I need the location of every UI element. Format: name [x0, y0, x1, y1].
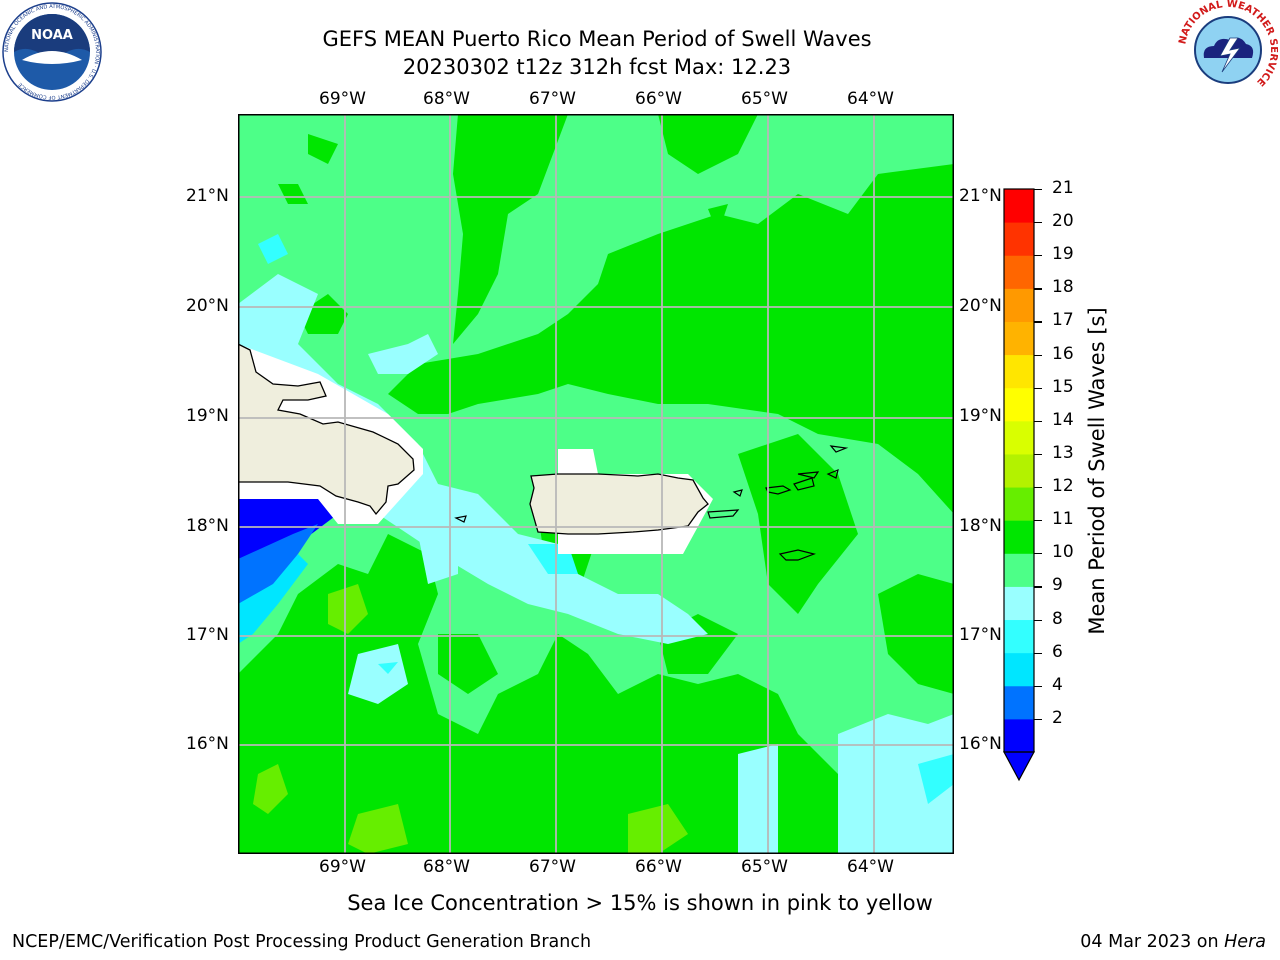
colorbar-segment — [1004, 553, 1034, 587]
colorbar-tick-mark — [1034, 652, 1042, 654]
colorbar-segment — [1004, 652, 1034, 687]
lon-tick-top: 68°W — [423, 89, 470, 109]
lon-tick-bottom: 66°W — [635, 857, 682, 877]
colorbar-label: Mean Period of Swell Waves [s] — [1085, 307, 1109, 635]
lat-tick-left: 17°N — [186, 625, 229, 645]
chart-subtitle: 20230302 t12z 312h fcst Max: 12.23 — [402, 55, 792, 79]
colorbar-tick-label: 10 — [1052, 542, 1074, 563]
colorbar-tick-label: 13 — [1052, 442, 1074, 463]
footer-date: 04 Mar 2023 on — [1080, 932, 1225, 952]
lat-tick-right: 16°N — [959, 734, 1002, 754]
lon-tick-bottom: 65°W — [741, 857, 788, 877]
lat-tick-left: 18°N — [186, 516, 229, 536]
colorbar-tick-label: 19 — [1052, 244, 1074, 265]
colorbar-tick-label: 20 — [1052, 211, 1074, 232]
colorbar-segment — [1004, 288, 1034, 322]
colorbar-segments — [1004, 189, 1034, 753]
colorbar-tick-label: 8 — [1052, 608, 1063, 629]
colorbar-tick-label: 12 — [1052, 476, 1074, 497]
lat-tick-right: 18°N — [959, 516, 1002, 536]
sea-ice-note: Sea Ice Concentration > 15% is shown in … — [347, 891, 933, 915]
nws-logo: NATIONAL WEATHER SERVICE — [1177, 0, 1279, 100]
colorbar-frame — [1003, 188, 1035, 753]
colorbar-segment — [1004, 321, 1034, 356]
colorbar-segment — [1004, 619, 1034, 654]
colorbar-tick-mark — [1034, 520, 1042, 522]
lat-tick-right: 20°N — [959, 296, 1002, 316]
colorbar-extend-triangle — [1002, 751, 1036, 782]
colorbar-tick-mark — [1034, 354, 1042, 356]
lon-tick-bottom: 64°W — [847, 857, 894, 877]
colorbar-tick-label: 2 — [1052, 707, 1063, 728]
colorbar-tick-mark — [1034, 387, 1042, 389]
colorbar-tick-mark — [1034, 321, 1042, 323]
colorbar-segment — [1004, 354, 1034, 389]
colorbar-tick-label: 15 — [1052, 376, 1074, 397]
colorbar-tick-mark — [1034, 420, 1042, 422]
colorbar-tick-mark — [1034, 255, 1042, 257]
colorbar-tick-mark — [1034, 685, 1042, 687]
colorbar-tick-mark — [1034, 718, 1042, 721]
footer-left: NCEP/EMC/Verification Post Processing Pr… — [12, 932, 592, 952]
colorbar-tick-mark — [1034, 288, 1042, 290]
lon-tick-top: 66°W — [635, 89, 682, 109]
lat-tick-right: 17°N — [959, 625, 1002, 645]
puerto-rico — [529, 473, 709, 535]
colorbar-segment — [1004, 255, 1034, 289]
colorbar-tick-mark — [1034, 553, 1042, 555]
colorbar-tick-mark — [1034, 453, 1042, 456]
lon-tick-top: 69°W — [319, 89, 366, 109]
lon-tick-bottom: 67°W — [529, 857, 576, 877]
colorbar-tick-mark — [1034, 189, 1042, 191]
colorbar-tick-label: 18 — [1052, 277, 1074, 298]
colorbar-segment — [1004, 420, 1034, 455]
colorbar-segment — [1004, 222, 1034, 256]
contour-11-12 — [253, 584, 688, 854]
colorbar-segment — [1004, 387, 1034, 422]
colorbar-tick-mark — [1034, 619, 1042, 621]
colorbar-tick-label: 9 — [1052, 575, 1063, 596]
colorbar — [1002, 188, 1036, 782]
lat-tick-right: 19°N — [959, 406, 1002, 426]
contour-low-period — [238, 499, 343, 644]
colorbar-segment — [1004, 685, 1034, 720]
graticule — [238, 114, 954, 854]
colorbar-tick-mark — [1034, 586, 1042, 588]
noaa-logo-text: NOAA — [31, 28, 73, 43]
colorbar-tick-label: 11 — [1052, 509, 1074, 530]
lon-tick-top: 65°W — [741, 89, 788, 109]
colorbar-tick-label: 4 — [1052, 674, 1063, 695]
colorbar-segment — [1004, 520, 1034, 554]
colorbar-tick-label: 6 — [1052, 641, 1063, 662]
footer-right: 04 Mar 2023 on Hera — [1080, 932, 1266, 952]
colorbar-segment — [1004, 487, 1034, 521]
map-frame — [238, 114, 954, 854]
colorbar-segment — [1004, 586, 1034, 621]
lon-tick-bottom: 68°W — [423, 857, 470, 877]
lon-tick-top: 64°W — [847, 89, 894, 109]
colorbar-segment — [1004, 189, 1034, 223]
lon-tick-top: 67°W — [529, 89, 576, 109]
noaa-logo: NATIONAL OCEANIC AND ATMOSPHERIC ADMINIS… — [2, 2, 102, 102]
hispaniola — [238, 343, 415, 516]
lat-tick-left: 16°N — [186, 734, 229, 754]
chart-title: GEFS MEAN Puerto Rico Mean Period of Swe… — [322, 27, 872, 51]
swell-period-map — [238, 114, 954, 854]
colorbar-segment — [1004, 718, 1034, 753]
colorbar-tick-label: 21 — [1052, 178, 1074, 198]
colorbar-tick-label: 17 — [1052, 310, 1074, 331]
colorbar-tick-label: 16 — [1052, 343, 1074, 364]
lat-tick-right: 21°N — [959, 186, 1002, 206]
lat-tick-left: 19°N — [186, 406, 229, 426]
colorbar-tick-mark — [1034, 222, 1042, 224]
colorbar-tick-mark — [1034, 487, 1042, 489]
colorbar-tick-label: 14 — [1052, 409, 1074, 430]
footer-machine: Hera — [1224, 932, 1266, 952]
lat-tick-left: 21°N — [186, 186, 229, 206]
colorbar-segment — [1004, 453, 1034, 488]
lat-tick-left: 20°N — [186, 296, 229, 316]
lon-tick-bottom: 69°W — [319, 857, 366, 877]
small-islands — [454, 445, 849, 561]
